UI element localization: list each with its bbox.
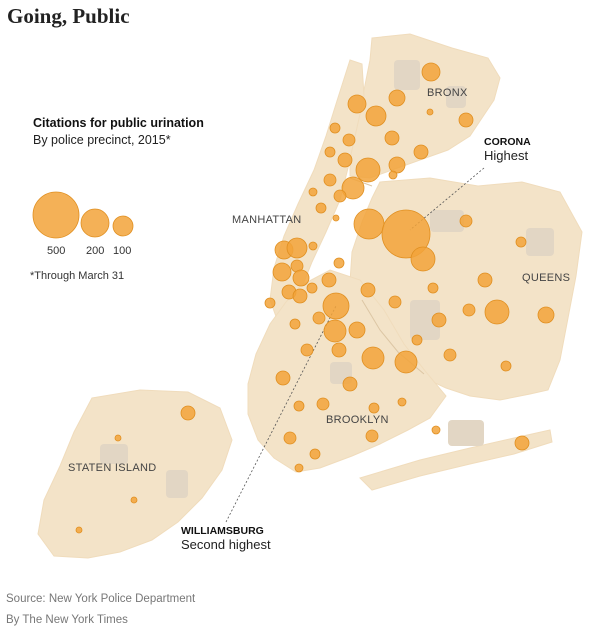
precinct-bubble: [289, 318, 301, 330]
precinct-bubble: [331, 342, 347, 358]
label-brooklyn: BROOKLYN: [326, 414, 389, 426]
precinct-bubble: [514, 435, 530, 451]
credit-line: By The New York Times: [6, 614, 128, 626]
precinct-bubble: [368, 402, 380, 414]
precinct-bubble: [477, 272, 493, 288]
legend-value-500: 500: [47, 245, 66, 257]
precinct-bubble: [388, 170, 398, 180]
label-bronx: BRONX: [427, 87, 468, 99]
map-title: Going, Public: [7, 4, 130, 28]
precinct-bubble: [312, 311, 326, 325]
precinct-bubble: [443, 348, 457, 362]
precinct-bubble: [365, 105, 387, 127]
precinct-bubble: [365, 429, 379, 443]
precinct-bubble: [316, 397, 330, 411]
precinct-bubble: [421, 62, 441, 82]
precinct-bubble: [388, 295, 402, 309]
precinct-bubble: [333, 189, 347, 203]
precinct-bubble: [348, 321, 366, 339]
precinct-bubble: [292, 288, 308, 304]
precinct-bubble: [410, 246, 436, 272]
precinct-bubble: [411, 334, 423, 346]
callout-williamsburg-desc: Second highest: [181, 537, 271, 552]
precinct-bubble: [515, 236, 527, 248]
precinct-bubble: [332, 214, 340, 222]
precinct-bubble: [431, 312, 447, 328]
rockaway-land: [359, 429, 553, 491]
precinct-bubble: [360, 282, 376, 298]
legend-bubbles: [32, 191, 134, 239]
precinct-bubble: [361, 346, 385, 370]
callout-corona-desc: Highest: [484, 148, 529, 163]
precinct-bubble: [458, 112, 474, 128]
park-layer: [100, 60, 554, 498]
label-staten-island: STATEN ISLAND: [68, 462, 157, 474]
callout-corona-name: CORONA: [484, 136, 531, 148]
legend-bubble-100: [112, 215, 134, 237]
precinct-bubble: [337, 152, 353, 168]
label-queens: QUEENS: [522, 272, 571, 284]
legend-bubble-200: [80, 208, 110, 238]
precinct-bubble: [342, 376, 358, 392]
precinct-bubble: [114, 434, 122, 442]
precinct-bubble: [322, 292, 350, 320]
precinct-bubble: [286, 237, 308, 259]
precinct-bubble: [323, 173, 337, 187]
precinct-bubble: [431, 425, 441, 435]
precinct-bubble: [308, 187, 318, 197]
precinct-bubble: [384, 130, 400, 146]
precinct-bubble: [537, 306, 555, 324]
precinct-bubble: [355, 157, 381, 183]
legend-subtitle: By police precinct, 2015*: [33, 133, 171, 147]
precinct-bubble: [180, 405, 196, 421]
precinct-bubble: [333, 257, 345, 269]
land-layer: [37, 33, 583, 559]
precinct-bubble: [293, 400, 305, 412]
precinct-bubble: [413, 144, 429, 160]
precinct-bubble: [308, 241, 318, 251]
precinct-bubble: [342, 133, 356, 147]
precinct-bubble: [426, 108, 434, 116]
precinct-bubble: [388, 89, 406, 107]
precinct-bubble: [309, 448, 321, 460]
label-manhattan: MANHATTAN: [232, 214, 302, 226]
precinct-bubble: [459, 214, 473, 228]
precinct-bubble: [329, 122, 341, 134]
precinct-bubble: [324, 146, 336, 158]
precinct-bubble: [462, 303, 476, 317]
precinct-bubble: [264, 297, 276, 309]
precinct-bubble: [323, 319, 347, 343]
precinct-bubble: [397, 397, 407, 407]
legend-bubble-500: [32, 191, 80, 239]
callout-williamsburg-name: WILLIAMSBURG: [181, 525, 264, 537]
precinct-bubble: [321, 272, 337, 288]
precinct-bubble: [341, 176, 365, 200]
precinct-bubble: [394, 350, 418, 374]
precinct-bubble: [75, 526, 83, 534]
precinct-bubble: [484, 299, 510, 325]
precinct-bubble: [130, 496, 138, 504]
precinct-bubble: [427, 282, 439, 294]
legend-value-100: 100: [113, 245, 132, 257]
precinct-bubble: [381, 209, 431, 259]
precinct-bubble: [347, 94, 367, 114]
precinct-bubble: [283, 431, 297, 445]
precinct-bubble: [500, 360, 512, 372]
precinct-bubble: [272, 262, 292, 282]
source-line: Source: New York Police Department: [6, 593, 196, 605]
legend-footnote: *Through March 31: [30, 270, 125, 282]
precinct-bubble: [306, 282, 318, 294]
staten-island-land: [37, 389, 233, 559]
precinct-bubble: [294, 463, 304, 473]
legend-value-200: 200: [86, 245, 105, 257]
legend-title: Citations for public urination: [33, 116, 204, 130]
precinct-bubble: [388, 156, 406, 174]
precinct-bubble: [353, 208, 385, 240]
precinct-bubble: [292, 269, 310, 287]
precinct-bubbles: [75, 62, 555, 534]
precinct-bubble: [315, 202, 327, 214]
precinct-bubble: [275, 370, 291, 386]
precinct-bubble: [300, 343, 314, 357]
